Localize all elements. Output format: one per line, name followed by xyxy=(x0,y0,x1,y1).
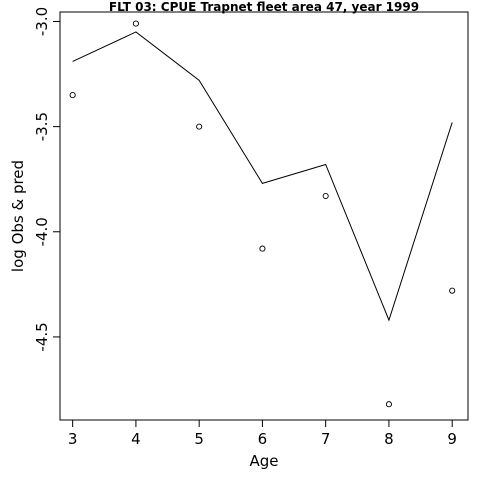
observed-point xyxy=(196,123,203,130)
x-axis: 3 4 5 6 7 8 9 xyxy=(68,420,457,448)
x-tick-label: 4 xyxy=(131,430,141,448)
plot-frame xyxy=(59,11,469,421)
y-tick-label: -4.0 xyxy=(33,217,51,246)
y-tick-label: -3.0 xyxy=(33,7,51,36)
x-tick-label: 6 xyxy=(258,430,268,448)
observed-point xyxy=(322,192,329,200)
y-axis: -3.0 -3.5 -4.0 -4.5 xyxy=(33,7,60,352)
observed-point xyxy=(132,20,139,27)
x-tick-label: 5 xyxy=(194,430,204,448)
x-tick-label: 3 xyxy=(68,430,78,448)
series-layer xyxy=(69,20,456,408)
y-tick-label: -3.5 xyxy=(33,112,51,141)
x-tick-label: 7 xyxy=(321,430,331,448)
observed-point xyxy=(259,245,266,252)
x-axis-label: Age xyxy=(249,452,278,470)
observed-point xyxy=(449,287,456,294)
observed-point xyxy=(385,401,392,408)
predicted-line xyxy=(72,31,453,322)
x-tick-label: 8 xyxy=(384,430,394,448)
y-axis-label: log Obs & pred xyxy=(9,160,27,272)
observed-point xyxy=(69,92,76,99)
x-tick-label: 9 xyxy=(447,430,457,448)
y-tick-label: -4.5 xyxy=(33,322,51,351)
chart-title: FLT 03: CPUE Trapnet fleet area 47, year… xyxy=(109,0,419,14)
